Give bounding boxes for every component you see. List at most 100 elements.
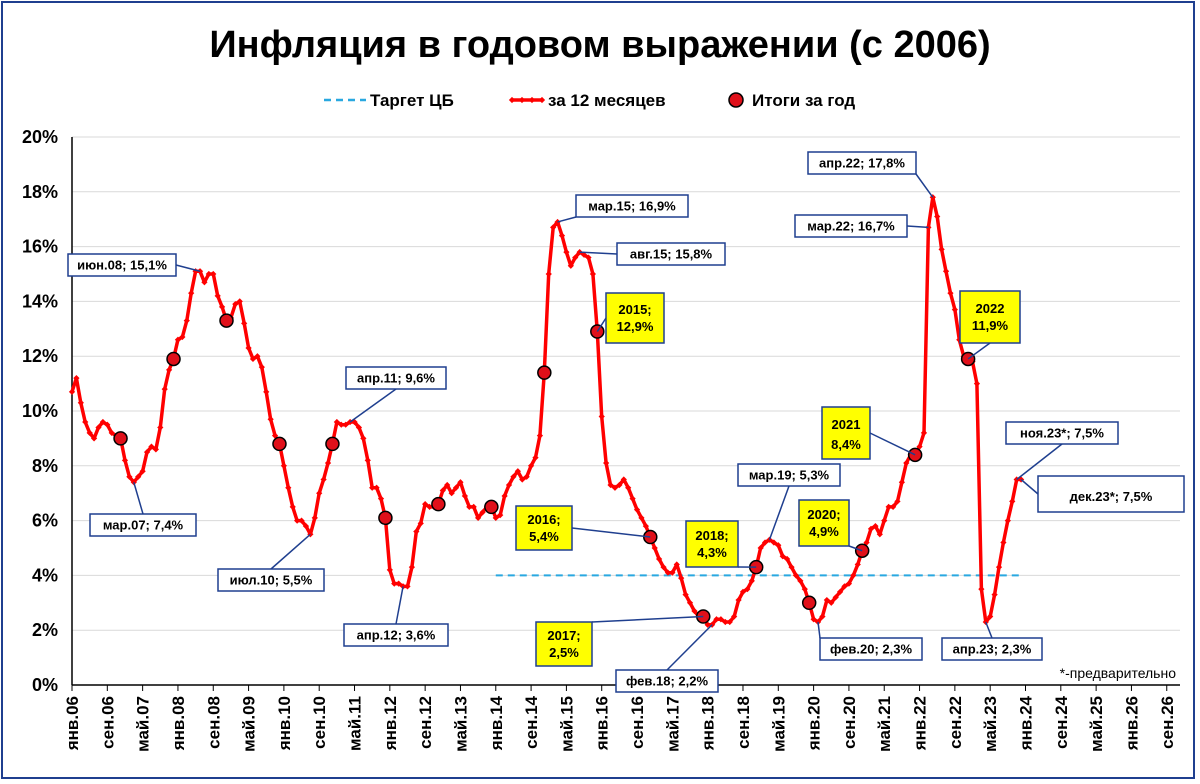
annotation-text: авг.15; 15,8% xyxy=(630,247,713,262)
x-tick-label: сен.24 xyxy=(1052,695,1071,748)
legend-swatch-marker xyxy=(538,96,546,104)
annotation-text: мар.19; 5,3% xyxy=(749,468,830,483)
inflation-12m-point xyxy=(731,613,738,620)
annotation-leader xyxy=(395,586,404,625)
annotation-box xyxy=(575,194,689,218)
inflation-12m-point xyxy=(324,459,332,467)
year-result-dot xyxy=(219,313,234,328)
x-tick-label: сен.20 xyxy=(840,696,859,749)
x-tick-label: май.07 xyxy=(134,696,153,752)
inflation-12m-point xyxy=(797,577,804,584)
y-tick-label: 20% xyxy=(22,127,58,147)
chart-title: Инфляция в годовом выражении (с 2006) xyxy=(209,24,990,66)
annotation-box xyxy=(685,520,739,568)
inflation-12m-point xyxy=(289,503,296,511)
inflation-12m-point xyxy=(722,618,729,626)
inflation-12m-point xyxy=(885,503,892,511)
inflation-12m-point xyxy=(761,539,769,546)
inflation-12m-point xyxy=(188,290,195,297)
annotation-leader xyxy=(906,225,929,229)
inflation-12m-point xyxy=(863,539,870,546)
inflation-12m-point xyxy=(1000,539,1007,546)
annotation-leader xyxy=(967,342,991,360)
annotation: 2016; 5,4% xyxy=(515,505,651,551)
inflation-12m-point xyxy=(439,487,446,494)
inflation-12m-point xyxy=(373,484,380,491)
inflation-12m-point xyxy=(236,298,243,305)
inflation-12m-point xyxy=(638,514,645,521)
inflation-12m-point xyxy=(664,569,672,576)
annotation: 2020; 4,9% xyxy=(798,499,863,552)
annotation-box xyxy=(89,513,197,537)
annotation-text: апр.11; 9,6% xyxy=(357,371,435,386)
annotation-text: дек.23*; 7,5% xyxy=(1070,489,1153,504)
annotation-box xyxy=(67,253,177,277)
y-tick-label: 16% xyxy=(22,237,58,257)
inflation-12m-point xyxy=(426,503,433,511)
inflation-12m-point xyxy=(364,457,371,464)
x-tick-label: сен.22 xyxy=(946,696,965,749)
inflation-12m-point xyxy=(408,564,416,571)
inflation-12m-point xyxy=(342,421,349,428)
chart-legend: Таргет ЦБ за 12 месяцев Итоги за год xyxy=(324,91,855,110)
inflation-12m-point xyxy=(775,542,782,549)
inflation-12m-point xyxy=(673,561,680,568)
annotation: 2017; 2,5% xyxy=(535,615,704,667)
annotation-box xyxy=(794,214,908,238)
annotation-text: фев.18; 2,2% xyxy=(626,674,709,689)
inflation-12m-point xyxy=(338,421,345,428)
inflation-12m-point xyxy=(713,616,720,623)
inflation-12m-point xyxy=(642,522,649,530)
x-tick-label: май.09 xyxy=(240,696,259,752)
inflation-12m-point xyxy=(739,588,747,595)
annotation-text: апр.23; 2,3% xyxy=(953,642,1032,657)
inflation-12m-point xyxy=(810,616,817,623)
inflation-12m-point xyxy=(841,583,848,590)
inflation-12m-point xyxy=(280,462,287,469)
x-tick-label: сен.08 xyxy=(204,696,223,749)
inflation-12m-point xyxy=(819,613,826,620)
grid-lines xyxy=(72,136,1180,686)
annotation-leader xyxy=(1016,443,1063,481)
annotation-box xyxy=(615,669,719,693)
inflation-12m-point xyxy=(678,575,685,582)
annotation: апр.11; 9,6% xyxy=(345,366,447,423)
inflation-12m-point xyxy=(669,569,676,576)
legend-label: Итоги за год xyxy=(752,91,855,110)
annotation-text: 2021 xyxy=(832,417,861,432)
inflation-12m-point xyxy=(360,435,367,442)
inflation-12m-point xyxy=(585,254,592,261)
annotation-text: 2022 xyxy=(976,301,1005,316)
inflation-12m-point xyxy=(757,544,764,552)
y-tick-label: 18% xyxy=(22,182,58,202)
y-tick-label: 8% xyxy=(32,456,58,476)
inflation-12m-point xyxy=(717,616,725,623)
inflation-12m-point xyxy=(466,503,473,511)
inflation-12m-point xyxy=(1004,517,1011,524)
inflation-12m-point xyxy=(784,555,791,563)
annotation-leader xyxy=(985,621,993,639)
x-tick-label: янв.14 xyxy=(487,695,506,751)
inflation-12m-point xyxy=(748,577,755,584)
annotation-text: 2,5% xyxy=(549,645,579,660)
annotation-text: ноя.23*; 7,5% xyxy=(1020,426,1104,441)
inflation-12m-point xyxy=(316,490,323,497)
inflation-12m-point xyxy=(285,484,292,491)
x-tick-label: май.23 xyxy=(981,696,1000,752)
annotation-box xyxy=(798,499,850,547)
inflation-12m-point xyxy=(413,528,420,535)
y-tick-label: 14% xyxy=(22,291,58,311)
annotation: мар.22; 16,7% xyxy=(794,214,929,238)
inflation-12m-point xyxy=(726,618,733,626)
inflation-12m-point xyxy=(302,522,310,530)
inflation-12m-point xyxy=(951,306,958,313)
annotation: фев.18; 2,2% xyxy=(615,624,719,693)
x-tick-label: май.19 xyxy=(769,696,788,752)
inflation-12m-point xyxy=(995,564,1003,571)
annotation-leader xyxy=(768,485,790,541)
inflation-12m-point xyxy=(461,492,468,500)
y-tick-label: 4% xyxy=(32,565,58,585)
annotation-box xyxy=(941,637,1043,661)
annotation: 2021 8,4% xyxy=(821,406,916,460)
